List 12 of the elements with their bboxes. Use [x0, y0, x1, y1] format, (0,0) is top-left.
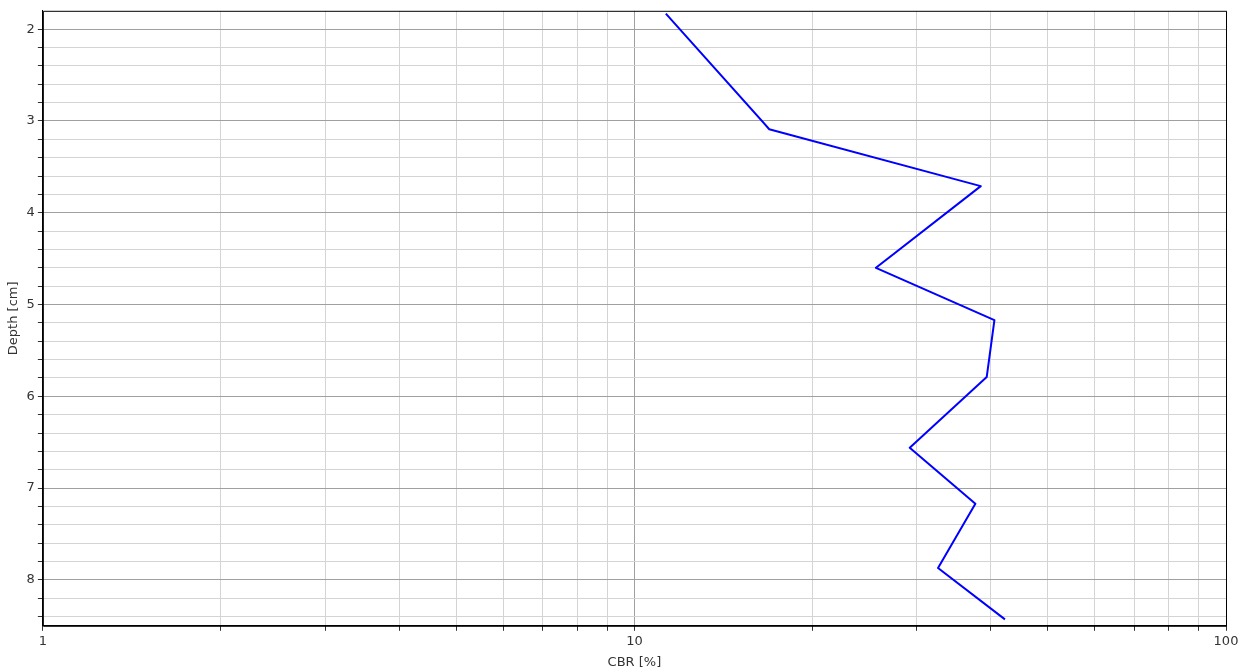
y-tick-label: 6: [26, 387, 35, 403]
x-tick-label: 10: [626, 632, 643, 648]
x-tick-label: 1: [38, 632, 48, 648]
y-tick-label: 3: [26, 112, 35, 128]
y-tick-label: 8: [26, 571, 35, 587]
y-tick-label: 2: [26, 20, 35, 36]
x-tick-label: 100: [1213, 632, 1239, 648]
y-tick-label: 4: [26, 204, 35, 220]
y-axis-title: Depth [cm]: [5, 281, 21, 356]
y-tick-label: 5: [26, 295, 35, 311]
x-axis-title: CBR [%]: [607, 653, 662, 669]
y-tick-label: 7: [26, 479, 35, 495]
